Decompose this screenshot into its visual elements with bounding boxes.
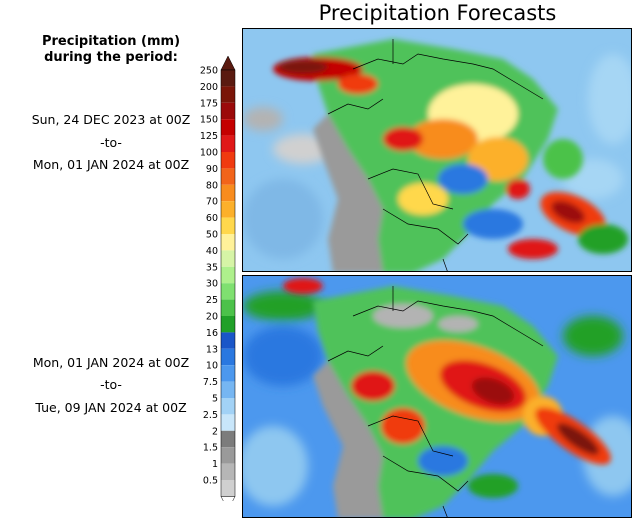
scale-swatch (221, 365, 235, 382)
period2-end: Tue, 09 JAN 2024 at 00Z (35, 400, 187, 415)
period2-start: Mon, 01 JAN 2024 at 00Z (32, 355, 190, 370)
scale-swatch (221, 463, 235, 480)
scale-tick-label: 2 (212, 426, 218, 437)
scale-tick-label: 7.5 (203, 377, 218, 388)
scale-swatch (221, 447, 235, 464)
legend-heading-line1: Precipitation (mm) (41, 34, 181, 49)
scale-swatch (221, 86, 235, 103)
scale-tick-label: 1.5 (203, 443, 218, 454)
scale-tick-label: 16 (206, 328, 218, 339)
scale-tick-label: 35 (206, 262, 218, 273)
scale-tick-label: 0.5 (203, 476, 218, 487)
scale-swatch (221, 381, 235, 398)
scale-swatch (221, 266, 235, 284)
scale-tick-label: 1 (212, 459, 218, 470)
scale-swatch (221, 70, 235, 87)
scale-tick-label: 40 (206, 246, 218, 257)
legend-heading: Precipitation (mm) during the period: (0, 34, 222, 66)
scale-tick-label: 10 (206, 361, 218, 372)
scale-tick-label: 175 (200, 98, 218, 109)
scale-tick-label: 80 (206, 180, 218, 191)
scale-tick-label: 250 (200, 66, 218, 77)
scale-tick-label: 60 (206, 213, 218, 224)
legend-heading-line2: during the period: (44, 50, 178, 65)
scale-bottom-triangle (220, 496, 236, 501)
scale-swatch (221, 283, 235, 300)
page-title: Precipitation Forecasts (318, 1, 557, 25)
scale-swatch (221, 250, 235, 267)
scale-swatch (221, 217, 235, 234)
scale-swatch (221, 299, 235, 316)
scale-swatch (221, 332, 235, 349)
period2-separator: -to- (100, 377, 122, 392)
scale-top-triangle (220, 56, 236, 71)
scale-tick-label: 90 (206, 164, 218, 175)
period1-end: Mon, 01 JAN 2024 at 00Z (32, 157, 190, 172)
scale-swatch (221, 168, 235, 185)
scale-swatch (221, 348, 235, 366)
scale-tick-label: 70 (206, 197, 218, 208)
period1-start: Sun, 24 DEC 2023 at 00Z (31, 112, 191, 127)
scale-tick-label: 5 (212, 394, 218, 405)
scale-tick-label: 200 (200, 82, 218, 93)
scale-tick-label: 125 (200, 131, 218, 142)
scale-tick-label: 50 (206, 230, 218, 241)
scale-swatch (221, 102, 235, 120)
scale-swatch (221, 480, 235, 497)
scale-swatch (221, 414, 235, 431)
forecast-map-week1 (242, 28, 632, 272)
scale-swatch (221, 135, 235, 152)
scale-swatch (221, 201, 235, 218)
forecast-map-week2 (242, 275, 632, 518)
scale-swatch (221, 184, 235, 202)
scale-swatch (221, 234, 235, 251)
scale-swatch (221, 430, 235, 448)
scale-tick-label: 13 (206, 344, 218, 355)
scale-swatch (221, 152, 235, 169)
scale-tick-label: 25 (206, 295, 218, 306)
scale-tick-label: 20 (206, 312, 218, 323)
scale-swatch (221, 398, 235, 415)
scale-tick-label: 30 (206, 279, 218, 290)
scale-tick-label: 100 (200, 148, 218, 159)
color-scale: 2502001751501251009080706050403530252016… (200, 56, 236, 501)
scale-swatch (221, 119, 235, 136)
scale-tick-label: 150 (200, 115, 218, 126)
scale-tick-label: 2.5 (203, 410, 218, 421)
period1-separator: -to- (100, 135, 122, 150)
scale-swatch (221, 316, 235, 333)
